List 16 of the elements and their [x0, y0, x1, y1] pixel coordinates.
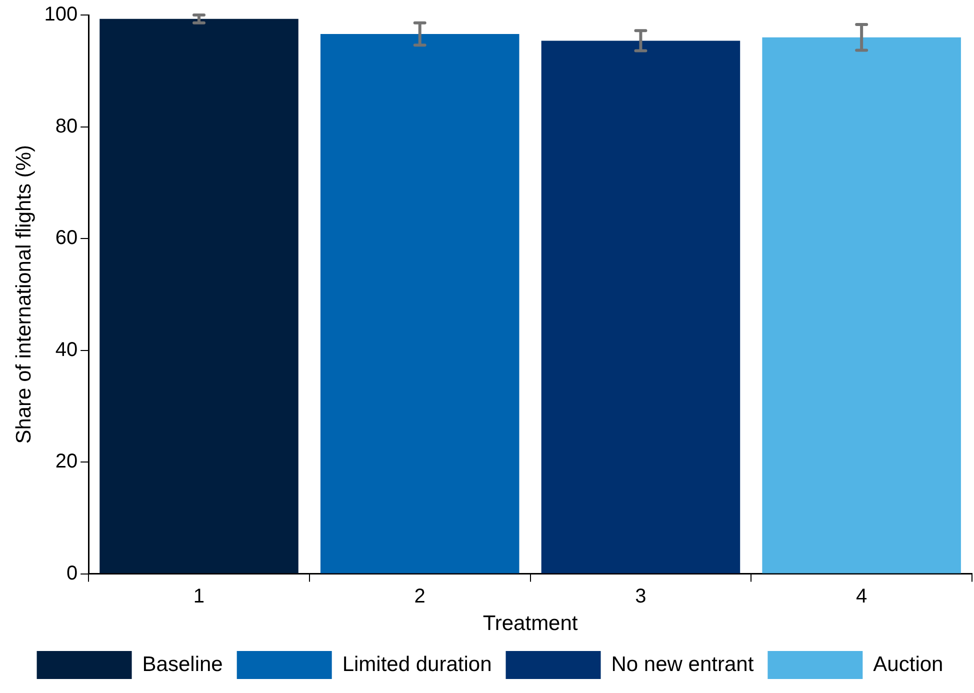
y-tick-label: 100 — [44, 4, 78, 26]
x-tick-label: 3 — [635, 585, 646, 608]
y-tick-label: 20 — [55, 450, 78, 473]
x-tick-label: 4 — [856, 585, 868, 608]
y-tick-label: 80 — [55, 115, 78, 138]
y-tick-label: 60 — [55, 227, 78, 250]
y-axis-title: Share of international flights (%) — [12, 144, 36, 444]
x-axis-title: Treatment — [482, 612, 578, 636]
legend-label: Baseline — [142, 652, 223, 676]
x-tick-label: 1 — [193, 585, 205, 608]
x-tick-label: 2 — [414, 585, 426, 608]
legend-label: Auction — [873, 652, 944, 676]
y-tick-label: 40 — [55, 338, 78, 361]
y-tick-label: 0 — [66, 562, 78, 584]
legend-label: No new entrant — [611, 652, 754, 676]
legend-label: Limited duration — [342, 652, 492, 676]
